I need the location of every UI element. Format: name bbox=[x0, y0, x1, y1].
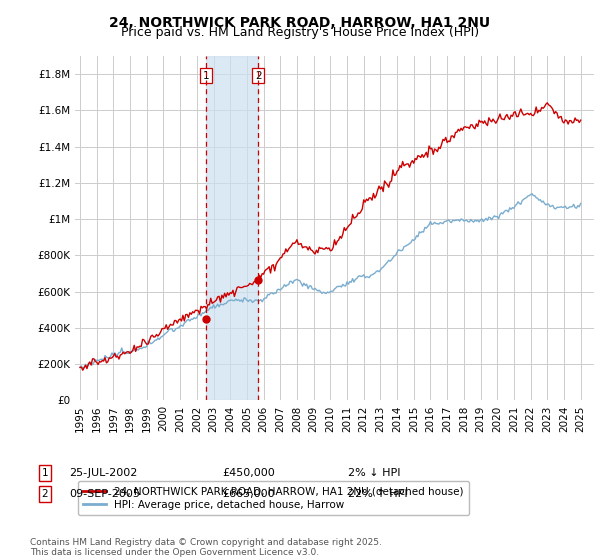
Text: Contains HM Land Registry data © Crown copyright and database right 2025.
This d: Contains HM Land Registry data © Crown c… bbox=[30, 538, 382, 557]
Text: 25-JUL-2002: 25-JUL-2002 bbox=[69, 468, 137, 478]
Legend: 24, NORTHWICK PARK ROAD, HARROW, HA1 2NU (detached house), HPI: Average price, d: 24, NORTHWICK PARK ROAD, HARROW, HA1 2NU… bbox=[77, 482, 469, 515]
Text: 2: 2 bbox=[255, 71, 262, 81]
Text: 2% ↓ HPI: 2% ↓ HPI bbox=[348, 468, 401, 478]
Bar bbox=[206, 56, 259, 400]
Text: £450,000: £450,000 bbox=[222, 468, 275, 478]
Text: 09-SEP-2005: 09-SEP-2005 bbox=[69, 489, 140, 499]
Text: 22% ↑ HPI: 22% ↑ HPI bbox=[348, 489, 407, 499]
Text: Price paid vs. HM Land Registry's House Price Index (HPI): Price paid vs. HM Land Registry's House … bbox=[121, 26, 479, 39]
Text: 1: 1 bbox=[203, 71, 209, 81]
Text: £665,000: £665,000 bbox=[222, 489, 275, 499]
Text: 2: 2 bbox=[41, 489, 49, 499]
Text: 1: 1 bbox=[41, 468, 49, 478]
Text: 24, NORTHWICK PARK ROAD, HARROW, HA1 2NU: 24, NORTHWICK PARK ROAD, HARROW, HA1 2NU bbox=[109, 16, 491, 30]
